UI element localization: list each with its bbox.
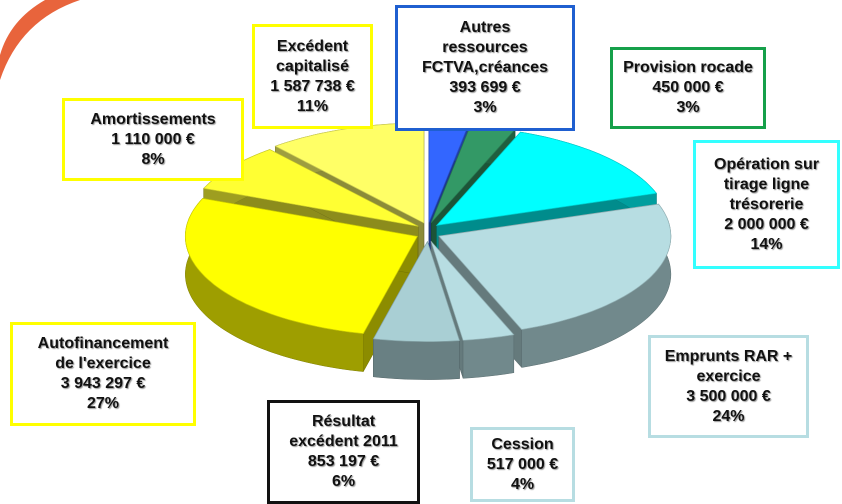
percent-label: 6% bbox=[331, 473, 356, 490]
category-label: Opération sur tirage ligne trésorerie bbox=[714, 155, 819, 213]
percent-label: 4% bbox=[510, 475, 535, 493]
percent-label: 3% bbox=[676, 99, 700, 116]
slice bbox=[435, 131, 658, 226]
category-label: Autofinancement de l'exercice bbox=[37, 335, 169, 372]
value-label: 3 943 297 € bbox=[60, 375, 146, 392]
category-label: Cession bbox=[491, 435, 554, 453]
value-label: 393 699 € bbox=[449, 79, 521, 96]
category-label: Excédent capitalisé bbox=[276, 37, 349, 75]
slice bbox=[372, 240, 460, 342]
value-label: 1 110 000 € bbox=[111, 130, 195, 148]
slice-label: Excédent capitalisé 1 587 738 € 11% bbox=[252, 24, 373, 129]
percent-label: 27% bbox=[86, 395, 120, 412]
slice bbox=[430, 241, 515, 341]
percent-label: 8% bbox=[141, 150, 165, 168]
category-label: Provision rocade bbox=[623, 59, 753, 76]
slice-wall bbox=[373, 338, 460, 380]
percent-label: 3% bbox=[473, 99, 497, 116]
decoration bbox=[0, 0, 80, 80]
value-label: 2 000 000 € bbox=[724, 215, 809, 233]
slice-label: Autofinancement de l'exercice 3 943 297 €… bbox=[10, 322, 196, 426]
value-label: 853 197 € bbox=[307, 453, 380, 470]
slice-wall bbox=[462, 334, 515, 379]
slice-label: Autres ressources FCTVA,créances 393 699 … bbox=[395, 5, 575, 131]
slice-label: Emprunts RAR + exercice 3 500 000 € 24% bbox=[648, 335, 809, 438]
slice bbox=[438, 203, 672, 330]
category-label: Autres ressources FCTVA,créances bbox=[422, 19, 548, 76]
percent-label: 24% bbox=[712, 407, 745, 425]
category-label: Résultat excédent 2011 bbox=[289, 413, 398, 450]
value-label: 450 000 € bbox=[652, 79, 724, 96]
slice bbox=[184, 198, 418, 334]
value-label: 3 500 000 € bbox=[686, 387, 771, 405]
category-label: Amortissements bbox=[90, 110, 216, 128]
slice-label: Résultat excédent 2011 853 197 € 6% bbox=[267, 400, 420, 504]
value-label: 517 000 € bbox=[486, 455, 559, 473]
percent-label: 14% bbox=[750, 235, 783, 253]
slice-label: Opération sur tirage ligne trésorerie 2 0… bbox=[693, 140, 840, 269]
category-label: Emprunts RAR + exercice bbox=[664, 347, 793, 385]
value-label: 1 587 738 € bbox=[270, 77, 355, 95]
percent-label: 11% bbox=[296, 97, 329, 115]
slice-label: Provision rocade 450 000 € 3% bbox=[610, 47, 766, 129]
slice-label: Amortissements 1 110 000 € 8% bbox=[62, 98, 244, 181]
slice-label: Cession 517 000 € 4% bbox=[470, 427, 575, 502]
